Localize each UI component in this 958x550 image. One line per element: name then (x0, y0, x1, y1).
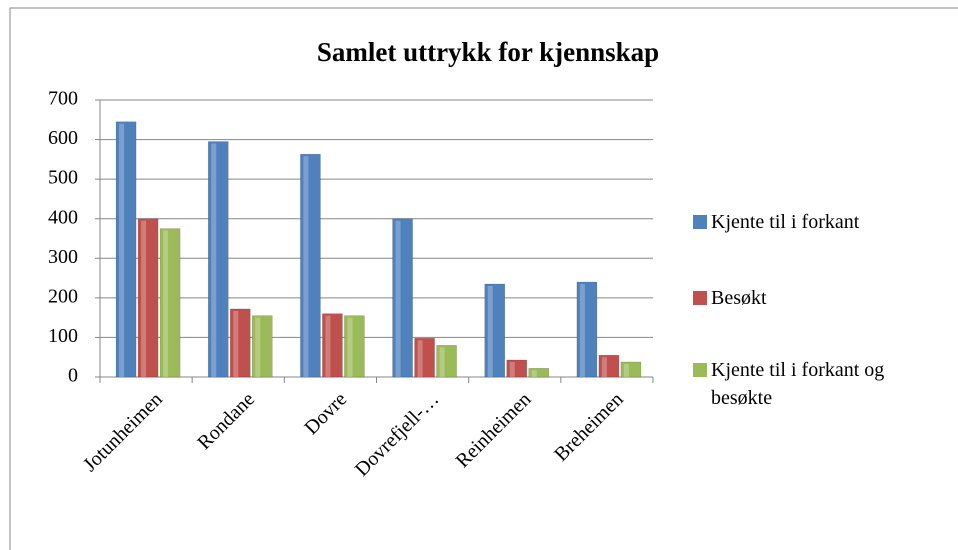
legend-item: Besøkt (693, 284, 943, 312)
y-tick-label: 600 (48, 127, 78, 149)
bar-highlight (303, 156, 309, 377)
bar-highlight (347, 317, 353, 377)
legend-label: Kjente til i forkant og besøkte (711, 359, 885, 409)
x-tick-label: Rondane (193, 388, 259, 454)
bar-highlight (211, 143, 217, 377)
bar-highlight (487, 286, 493, 377)
y-tick-label: 100 (48, 325, 78, 347)
y-tick-label: 700 (48, 88, 78, 110)
bar (344, 315, 365, 378)
legend-swatch (693, 215, 707, 229)
bar (620, 361, 642, 378)
x-tick-label: Jotunheimen (79, 388, 167, 476)
y-tick-label: 300 (48, 246, 78, 268)
x-tick-label: Dovrefjell-… (351, 388, 444, 481)
y-tick-label: 200 (48, 285, 78, 307)
bar-highlight (623, 363, 629, 377)
bar (484, 283, 505, 378)
y-tick-label: 400 (48, 206, 78, 228)
legend-label: Kjente til i forkant (711, 211, 860, 233)
x-tick-label: Dovre (300, 388, 351, 439)
bar (322, 313, 343, 378)
bar (436, 345, 457, 378)
bar-highlight (255, 317, 261, 377)
bar (300, 153, 321, 378)
y-tick-label: 500 (48, 167, 78, 189)
chart-title: Samlet uttrykk for kjennskap (317, 37, 659, 67)
bar-highlight (601, 357, 607, 377)
bar (159, 228, 181, 378)
bar-highlight (141, 220, 147, 377)
bar-highlight (531, 370, 537, 377)
bar-highlight (395, 220, 401, 377)
bar-highlight (163, 230, 169, 377)
bar (598, 354, 620, 378)
legend-item: Kjente til i forkant (693, 208, 943, 236)
legend-swatch (693, 291, 707, 305)
bar (252, 315, 273, 378)
chart-frame (9, 7, 958, 550)
bar-highlight (439, 347, 445, 377)
legend-swatch (693, 363, 707, 377)
bar-highlight (509, 361, 515, 377)
bar (208, 141, 229, 378)
x-tick-label: Breheimen (550, 388, 628, 466)
bar (230, 308, 251, 378)
bar (115, 121, 137, 378)
bar-highlight (233, 310, 239, 377)
bar-highlight (119, 123, 125, 377)
bar (576, 281, 598, 378)
x-tick-label: Reinheimen (452, 388, 536, 472)
bar-highlight (417, 340, 423, 377)
bar (528, 368, 549, 378)
bar-highlight (579, 284, 585, 377)
legend-label: Besøkt (711, 287, 767, 309)
bar (414, 337, 435, 378)
y-tick-label: 0 (68, 365, 78, 387)
bar (506, 359, 527, 378)
legend-item: Kjente til i forkant og besøkte (693, 356, 943, 412)
bar (392, 218, 413, 378)
bar (137, 218, 159, 378)
bar-highlight (325, 315, 331, 377)
